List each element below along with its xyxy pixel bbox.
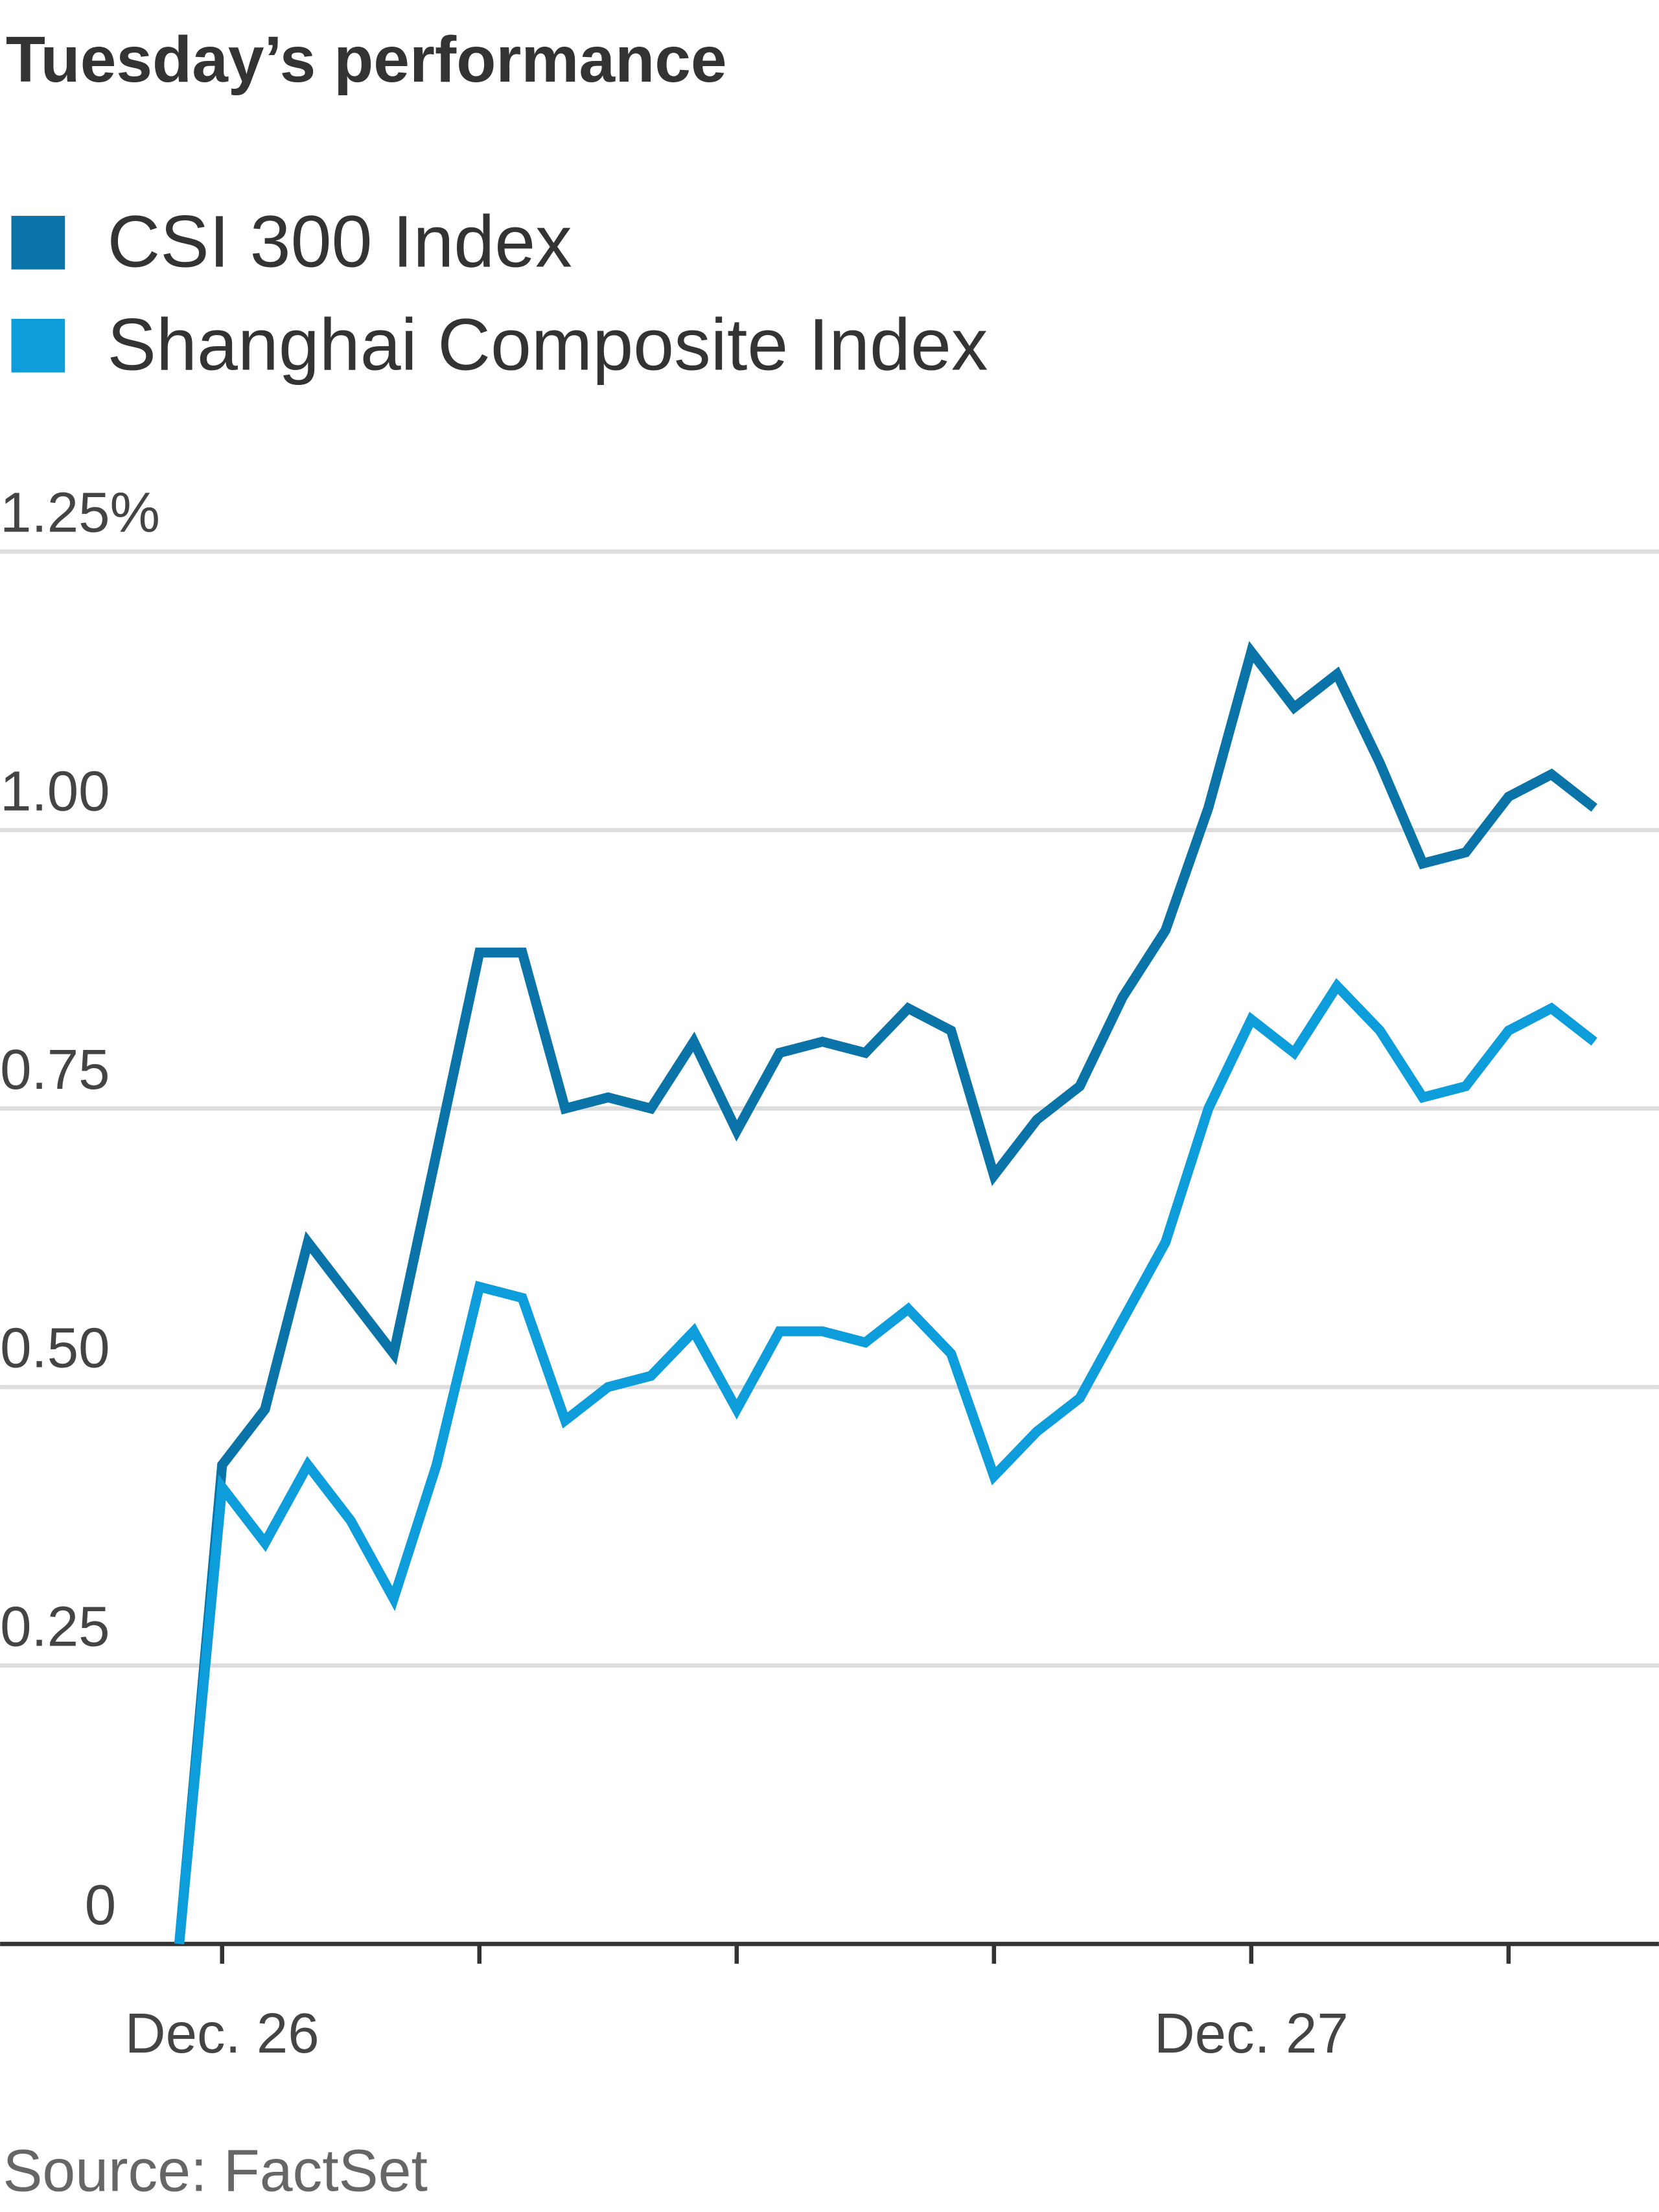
series-line [174,978,1597,1945]
y-tick-label: 0.75 [0,1038,110,1101]
legend-label: CSI 300 Index [108,200,572,282]
legend-swatch [11,216,65,270]
legend-label: Shanghai Composite Index [108,303,988,385]
y-tick-label: 1.25% [0,482,160,544]
source-note: Source: FactSet [3,2137,427,2204]
y-tick-label: 0.50 [0,1317,110,1380]
y-tick-label: 1.00 [0,760,110,822]
chart-title: Tuesday’s performance [6,23,727,96]
y-tick-label: 0 [85,1874,116,1937]
x-tick-label: Dec. 26 [125,2002,319,2065]
x-tick-label: Dec. 27 [1154,2002,1349,2065]
y-tick-label: 0.25 [0,1595,110,1658]
legend-swatch [11,318,65,373]
series-line [174,640,1597,1945]
